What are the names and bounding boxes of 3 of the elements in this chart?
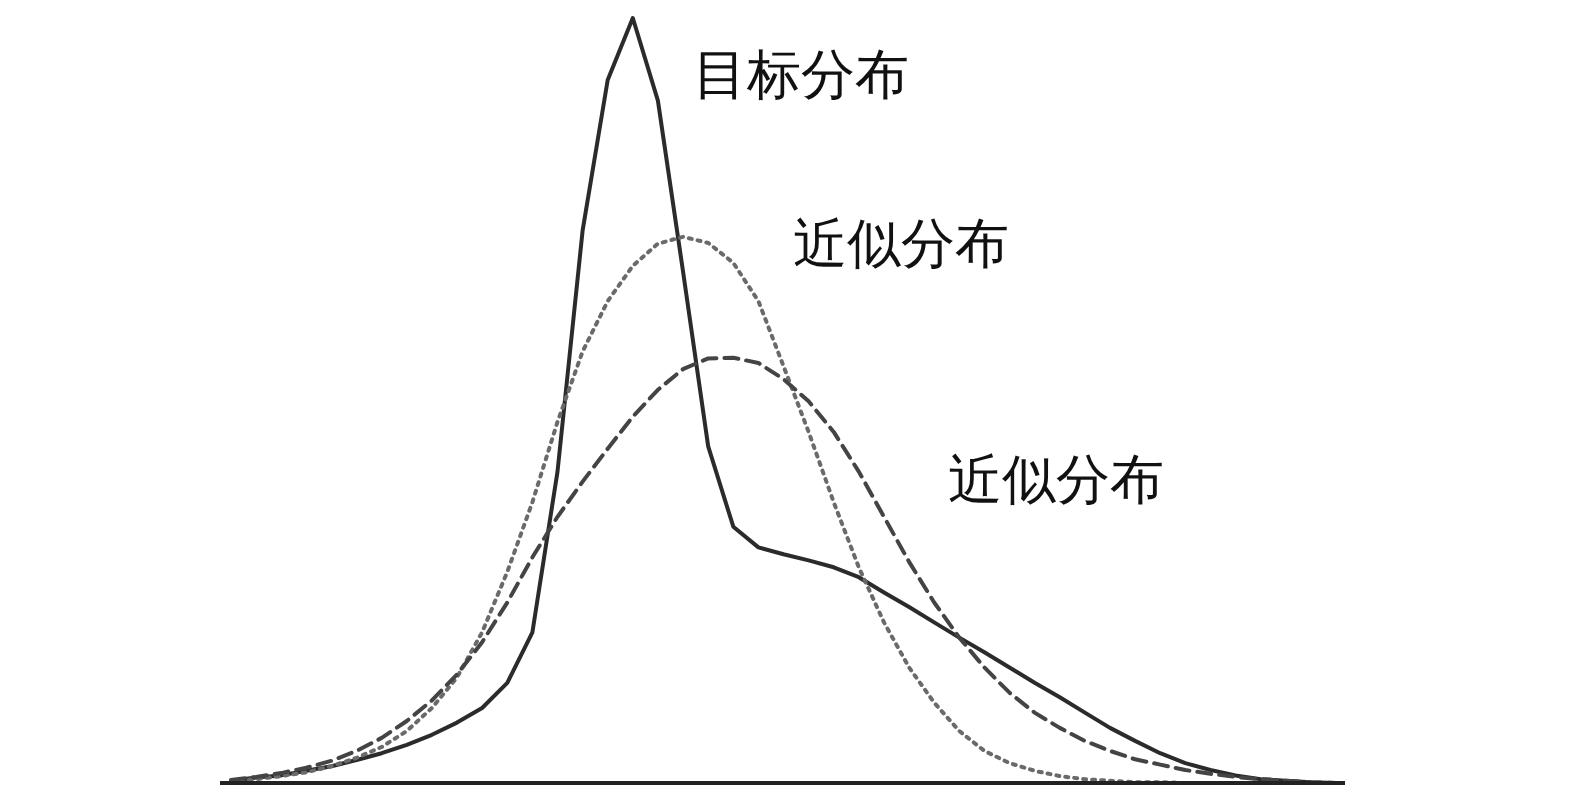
series-label: 近似分布 xyxy=(948,449,1165,510)
series-label: 近似分布 xyxy=(793,213,1010,274)
series-label: 目标分布 xyxy=(692,45,909,105)
